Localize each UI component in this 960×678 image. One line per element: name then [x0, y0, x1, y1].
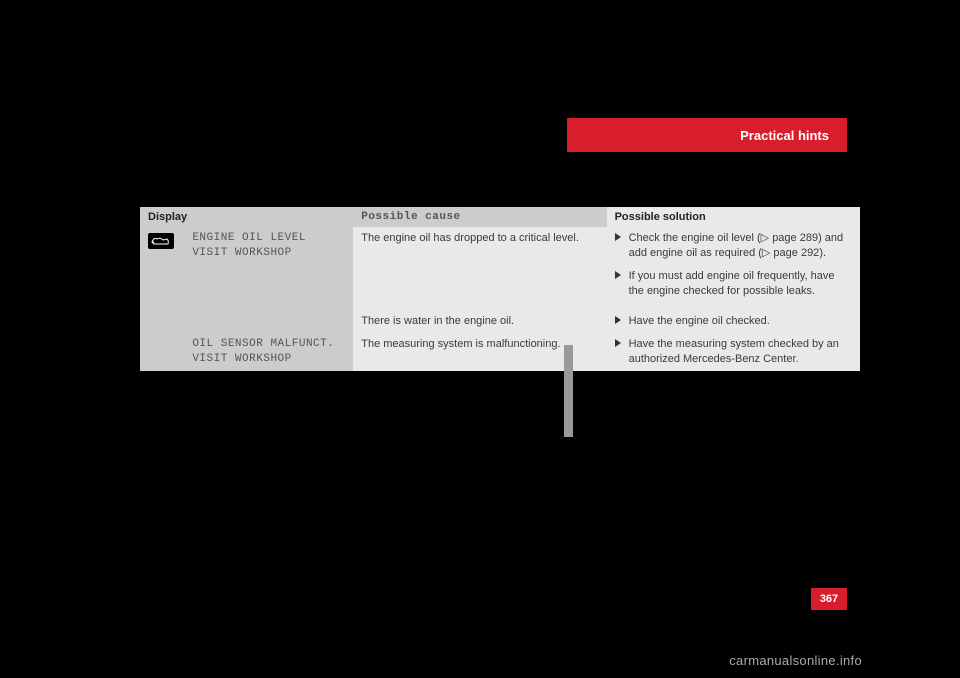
solution-item: If you must add engine oil frequently, h…	[615, 269, 852, 299]
table-row: ENGINE OIL LEVEL VISIT WORKSHOP The engi…	[140, 227, 860, 310]
section-title: Practical hints	[740, 128, 829, 143]
warning-icon-cell	[140, 227, 184, 371]
solution-text: If you must add engine oil frequently, h…	[629, 270, 835, 297]
solution-text: Check the engine oil level (▷ page 289) …	[629, 232, 844, 259]
solution-item: Have the engine oil checked.	[615, 314, 852, 329]
diagnostics-table: Display Possible cause Possible solution	[140, 207, 860, 371]
page-number: 367	[811, 588, 847, 610]
display-message: ENGINE OIL LEVEL VISIT WORKSHOP	[184, 227, 353, 310]
table-header-row: Display Possible cause Possible solution	[140, 207, 860, 227]
table-row: OIL SENSOR MALFUNCT. VISIT WORKSHOP The …	[140, 333, 860, 371]
solution-item: Have the measuring system checked by an …	[615, 337, 852, 367]
col-display: Display	[140, 207, 353, 227]
section-header: Practical hints	[567, 118, 847, 152]
cause-text: There is water in the engine oil.	[353, 310, 606, 333]
triangle-bullet-icon	[615, 316, 621, 324]
watermark-text: carmanualsonline.info	[729, 653, 862, 668]
display-line: ENGINE OIL LEVEL	[192, 231, 345, 246]
col-cause: Possible cause	[353, 207, 606, 227]
solution-cell: Have the engine oil checked.	[607, 310, 860, 333]
thumb-index-strip	[564, 345, 573, 437]
cause-text: The engine oil has dropped to a critical…	[353, 227, 606, 310]
display-line: OIL SENSOR MALFUNCT.	[192, 337, 345, 352]
display-message: OIL SENSOR MALFUNCT. VISIT WORKSHOP	[184, 333, 353, 371]
solution-cell: Have the measuring system checked by an …	[607, 333, 860, 371]
solution-text: Have the engine oil checked.	[629, 315, 770, 327]
solution-text: Have the measuring system checked by an …	[629, 338, 839, 365]
triangle-bullet-icon	[615, 233, 621, 241]
solution-item: Check the engine oil level (▷ page 289) …	[615, 231, 852, 261]
display-line: VISIT WORKSHOP	[192, 352, 345, 367]
triangle-bullet-icon	[615, 339, 621, 347]
display-line: VISIT WORKSHOP	[192, 246, 345, 261]
table-row: There is water in the engine oil. Have t…	[140, 310, 860, 333]
display-message	[184, 310, 353, 333]
triangle-bullet-icon	[615, 271, 621, 279]
engine-oil-icon	[148, 233, 174, 249]
col-solution: Possible solution	[607, 207, 860, 227]
solution-cell: Check the engine oil level (▷ page 289) …	[607, 227, 860, 310]
